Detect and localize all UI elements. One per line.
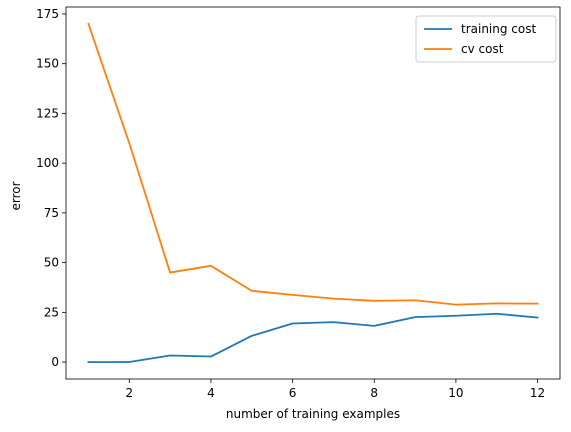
y-tick-label: 175 — [36, 7, 59, 21]
axis-ticks: 2 4 6 8 10 12 0 25 50 75 100 125 150 175 — [36, 7, 545, 400]
series-line-training-cost — [87, 312, 539, 363]
x-tick-label: 4 — [207, 386, 215, 400]
y-tick-label: 0 — [51, 355, 59, 369]
plot-area — [65, 6, 561, 380]
plot-frame — [65, 6, 561, 380]
x-tick-label: 10 — [448, 386, 463, 400]
y-tick-label: 75 — [44, 206, 59, 220]
y-tick-label: 150 — [36, 57, 59, 71]
y-tick-label: 100 — [36, 156, 59, 170]
legend-box — [415, 15, 557, 63]
y-tick-label: 50 — [44, 256, 59, 270]
x-axis-label: number of training examples — [226, 407, 400, 421]
y-tick-label: 25 — [44, 305, 59, 319]
x-tick-label: 6 — [289, 386, 297, 400]
series-line-cv-cost — [87, 22, 539, 306]
x-tick-label: 12 — [530, 386, 545, 400]
x-tick-label: 8 — [370, 386, 378, 400]
x-tick-label: 2 — [125, 386, 133, 400]
legend: training cost cv cost — [415, 15, 557, 63]
legend-label-training-cost: training cost — [461, 22, 536, 36]
y-tick-label: 125 — [36, 106, 59, 120]
y-axis-label: error — [9, 181, 23, 210]
series-lines — [87, 22, 539, 363]
legend-label-cv-cost: cv cost — [461, 42, 504, 56]
